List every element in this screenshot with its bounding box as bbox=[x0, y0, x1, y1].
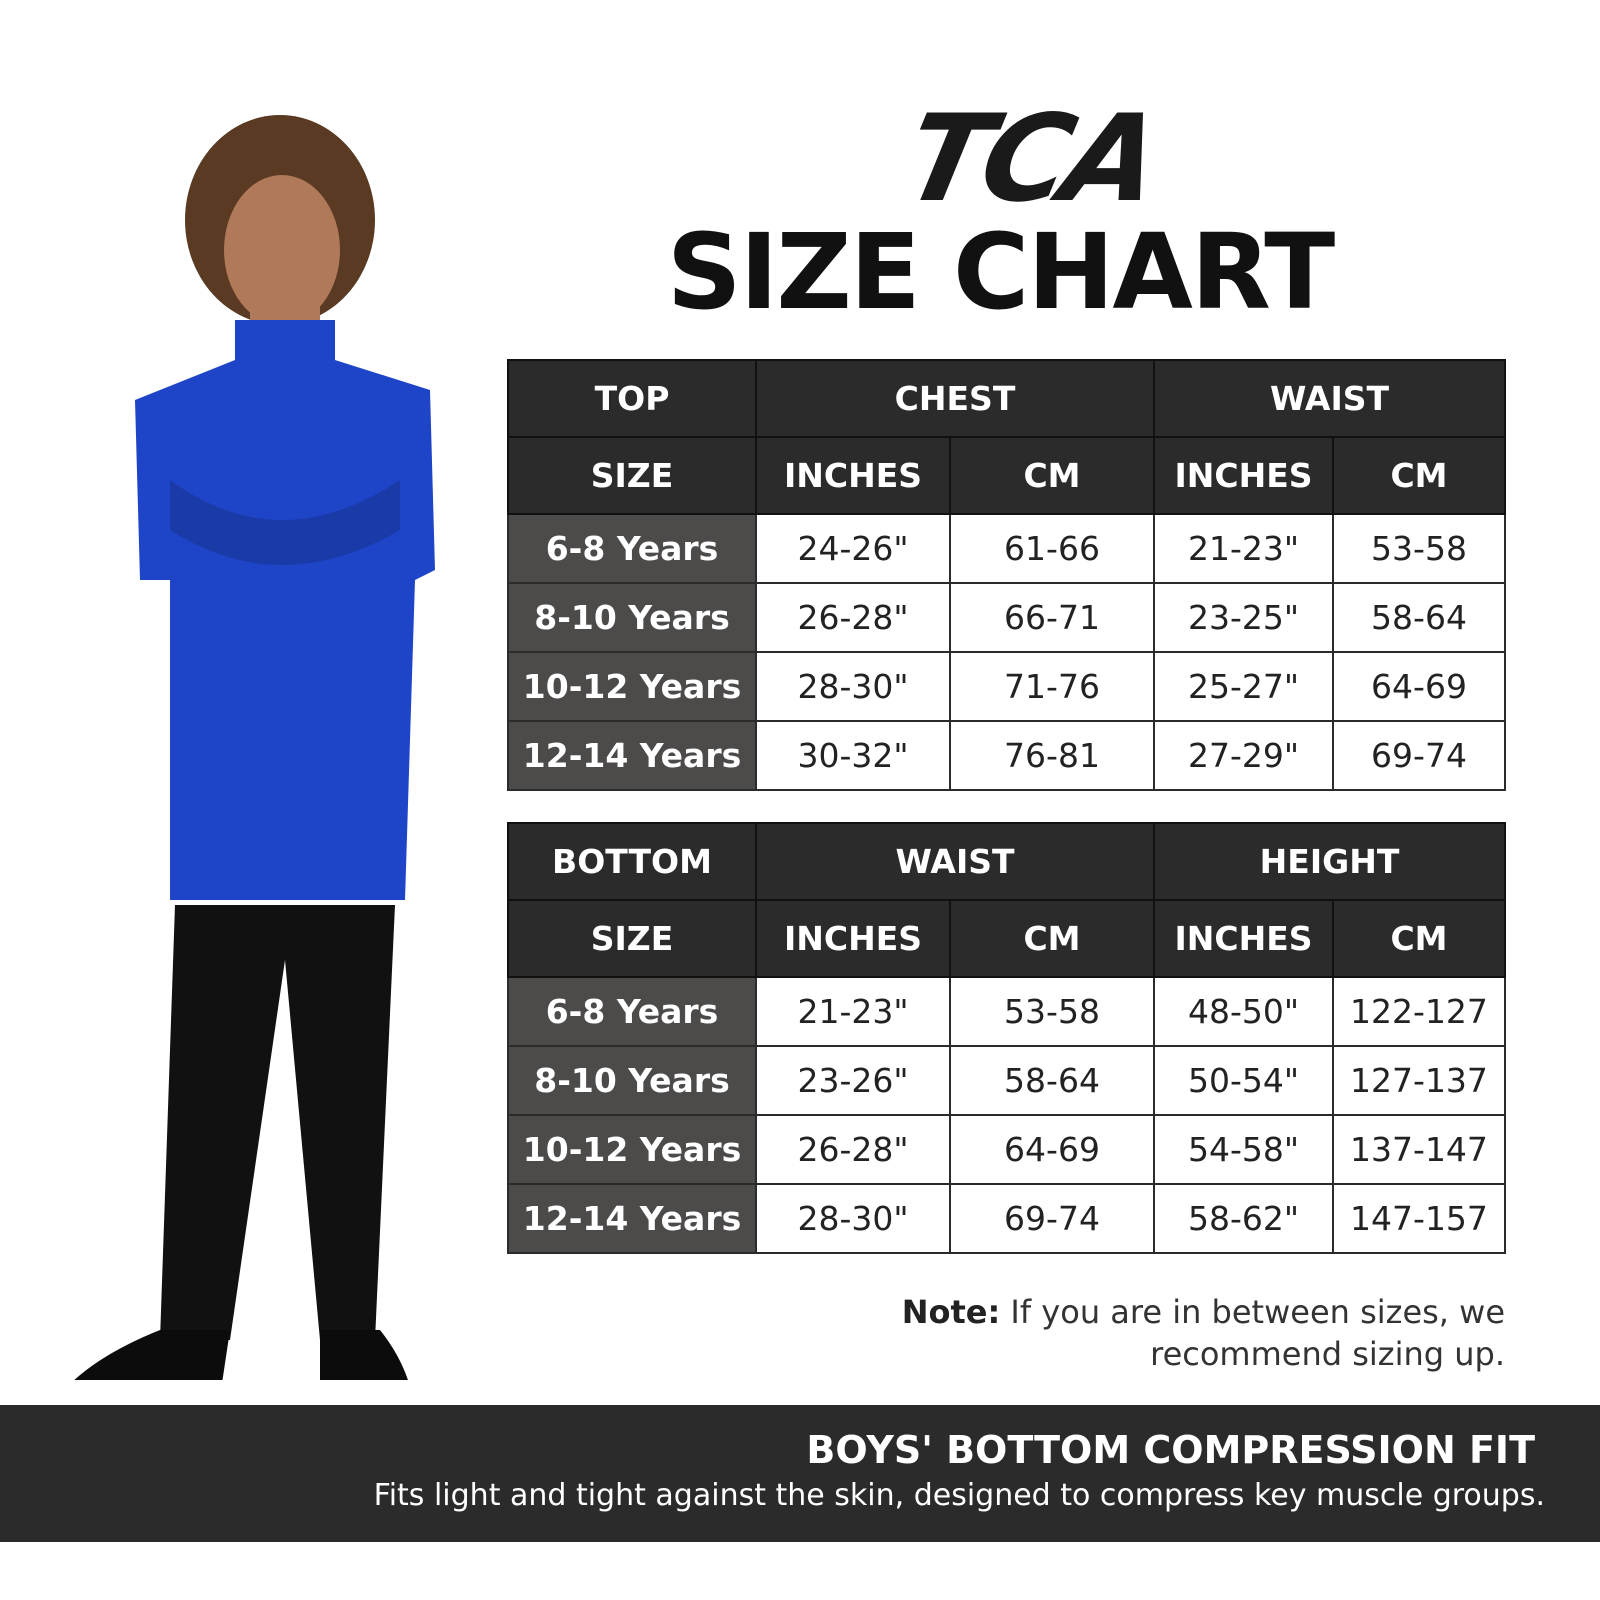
cell: 58-64 bbox=[1332, 582, 1506, 653]
data-row: 8-10 Years 23-26" 58-64 50-54" 127-137 bbox=[507, 1045, 1506, 1116]
cell: 25-27" bbox=[1153, 651, 1334, 722]
group-header: HEIGHT bbox=[1153, 822, 1506, 901]
cell: 26-28" bbox=[755, 1114, 951, 1185]
unit-header: INCHES bbox=[755, 899, 951, 978]
cell: 23-26" bbox=[755, 1045, 951, 1116]
data-row: 12-14 Years 30-32" 76-81 27-29" 69-74 bbox=[507, 720, 1506, 791]
size-label: SIZE bbox=[507, 436, 757, 515]
cell: 27-29" bbox=[1153, 720, 1334, 791]
cell: 64-69 bbox=[1332, 651, 1506, 722]
cell: 76-81 bbox=[949, 720, 1155, 791]
data-row: 10-12 Years 28-30" 71-76 25-27" 64-69 bbox=[507, 651, 1506, 722]
brand-logo: TCA bbox=[892, 90, 1168, 229]
cell: 58-62" bbox=[1153, 1183, 1334, 1254]
size-cell: 10-12 Years bbox=[507, 1114, 757, 1185]
cell: 50-54" bbox=[1153, 1045, 1334, 1116]
size-cell: 8-10 Years bbox=[507, 1045, 757, 1116]
size-table: BOTTOM WAIST HEIGHT SIZE INCHES CM INCHES CM 6-8… bbox=[507, 822, 1506, 1254]
cell: 147-157 bbox=[1332, 1183, 1506, 1254]
group-row: BOTTOM WAIST HEIGHT bbox=[507, 822, 1506, 901]
cell: 26-28" bbox=[755, 582, 951, 653]
data-row: 6-8 Years 24-26" 61-66 21-23" 53-58 bbox=[507, 513, 1506, 584]
cell: 53-58 bbox=[949, 976, 1155, 1047]
size-cell: 6-8 Years bbox=[507, 976, 757, 1047]
cell: 127-137 bbox=[1332, 1045, 1506, 1116]
data-row: 12-14 Years 28-30" 69-74 58-62" 147-157 bbox=[507, 1183, 1506, 1254]
unit-row: SIZE INCHES CM INCHES CM bbox=[507, 436, 1506, 515]
cell: 48-50" bbox=[1153, 976, 1334, 1047]
cell: 122-127 bbox=[1332, 976, 1506, 1047]
group-header: WAIST bbox=[1153, 359, 1506, 438]
note-text: If you are in between sizes, we recommen… bbox=[1010, 1293, 1505, 1373]
cell: 28-30" bbox=[755, 1183, 951, 1254]
unit-header: INCHES bbox=[1153, 899, 1334, 978]
unit-header: CM bbox=[949, 436, 1155, 515]
cell: 66-71 bbox=[949, 582, 1155, 653]
data-row: 6-8 Years 21-23" 53-58 48-50" 122-127 bbox=[507, 976, 1506, 1047]
size-label: SIZE bbox=[507, 899, 757, 978]
data-row: 10-12 Years 26-28" 64-69 54-58" 137-147 bbox=[507, 1114, 1506, 1185]
unit-header: CM bbox=[1332, 436, 1506, 515]
group-row: TOP CHEST WAIST bbox=[507, 359, 1506, 438]
note-label: Note: bbox=[901, 1293, 1001, 1331]
cell: 54-58" bbox=[1153, 1114, 1334, 1185]
footer-band bbox=[0, 1405, 1600, 1542]
size-cell: 8-10 Years bbox=[507, 582, 757, 653]
corner-label: TOP bbox=[507, 359, 757, 438]
size-table: TOP CHEST WAIST SIZE INCHES CM INCHES CM 6-8 Yea… bbox=[507, 359, 1506, 791]
size-cell: 6-8 Years bbox=[507, 513, 757, 584]
model-illustration bbox=[74, 115, 435, 1380]
unit-header: INCHES bbox=[755, 436, 951, 515]
cell: 58-64 bbox=[949, 1045, 1155, 1116]
size-cell: 10-12 Years bbox=[507, 651, 757, 722]
footer-text: Fits light and tight against the skin, d… bbox=[373, 1478, 1545, 1513]
unit-header: INCHES bbox=[1153, 436, 1334, 515]
unit-header: CM bbox=[1332, 899, 1506, 978]
cell: 69-74 bbox=[1332, 720, 1506, 791]
corner-label: BOTTOM bbox=[507, 822, 757, 901]
chart-title: SIZE CHART bbox=[666, 211, 1335, 333]
size-cell: 12-14 Years bbox=[507, 720, 757, 791]
cell: 69-74 bbox=[949, 1183, 1155, 1254]
group-header: WAIST bbox=[755, 822, 1155, 901]
unit-row: SIZE INCHES CM INCHES CM bbox=[507, 899, 1506, 978]
footer-title: BOYS' BOTTOM COMPRESSION FIT bbox=[806, 1428, 1535, 1472]
note: Note: If you are in between sizes, we re… bbox=[865, 1292, 1505, 1375]
cell: 28-30" bbox=[755, 651, 951, 722]
cell: 137-147 bbox=[1332, 1114, 1506, 1185]
cell: 53-58 bbox=[1332, 513, 1506, 584]
size-cell: 12-14 Years bbox=[507, 1183, 757, 1254]
cell: 71-76 bbox=[949, 651, 1155, 722]
unit-header: CM bbox=[949, 899, 1155, 978]
cell: 24-26" bbox=[755, 513, 951, 584]
group-header: CHEST bbox=[755, 359, 1155, 438]
cell: 61-66 bbox=[949, 513, 1155, 584]
cell: 21-23" bbox=[755, 976, 951, 1047]
cell: 30-32" bbox=[755, 720, 951, 791]
cell: 21-23" bbox=[1153, 513, 1334, 584]
cell: 23-25" bbox=[1153, 582, 1334, 653]
data-row: 8-10 Years 26-28" 66-71 23-25" 58-64 bbox=[507, 582, 1506, 653]
cell: 64-69 bbox=[949, 1114, 1155, 1185]
